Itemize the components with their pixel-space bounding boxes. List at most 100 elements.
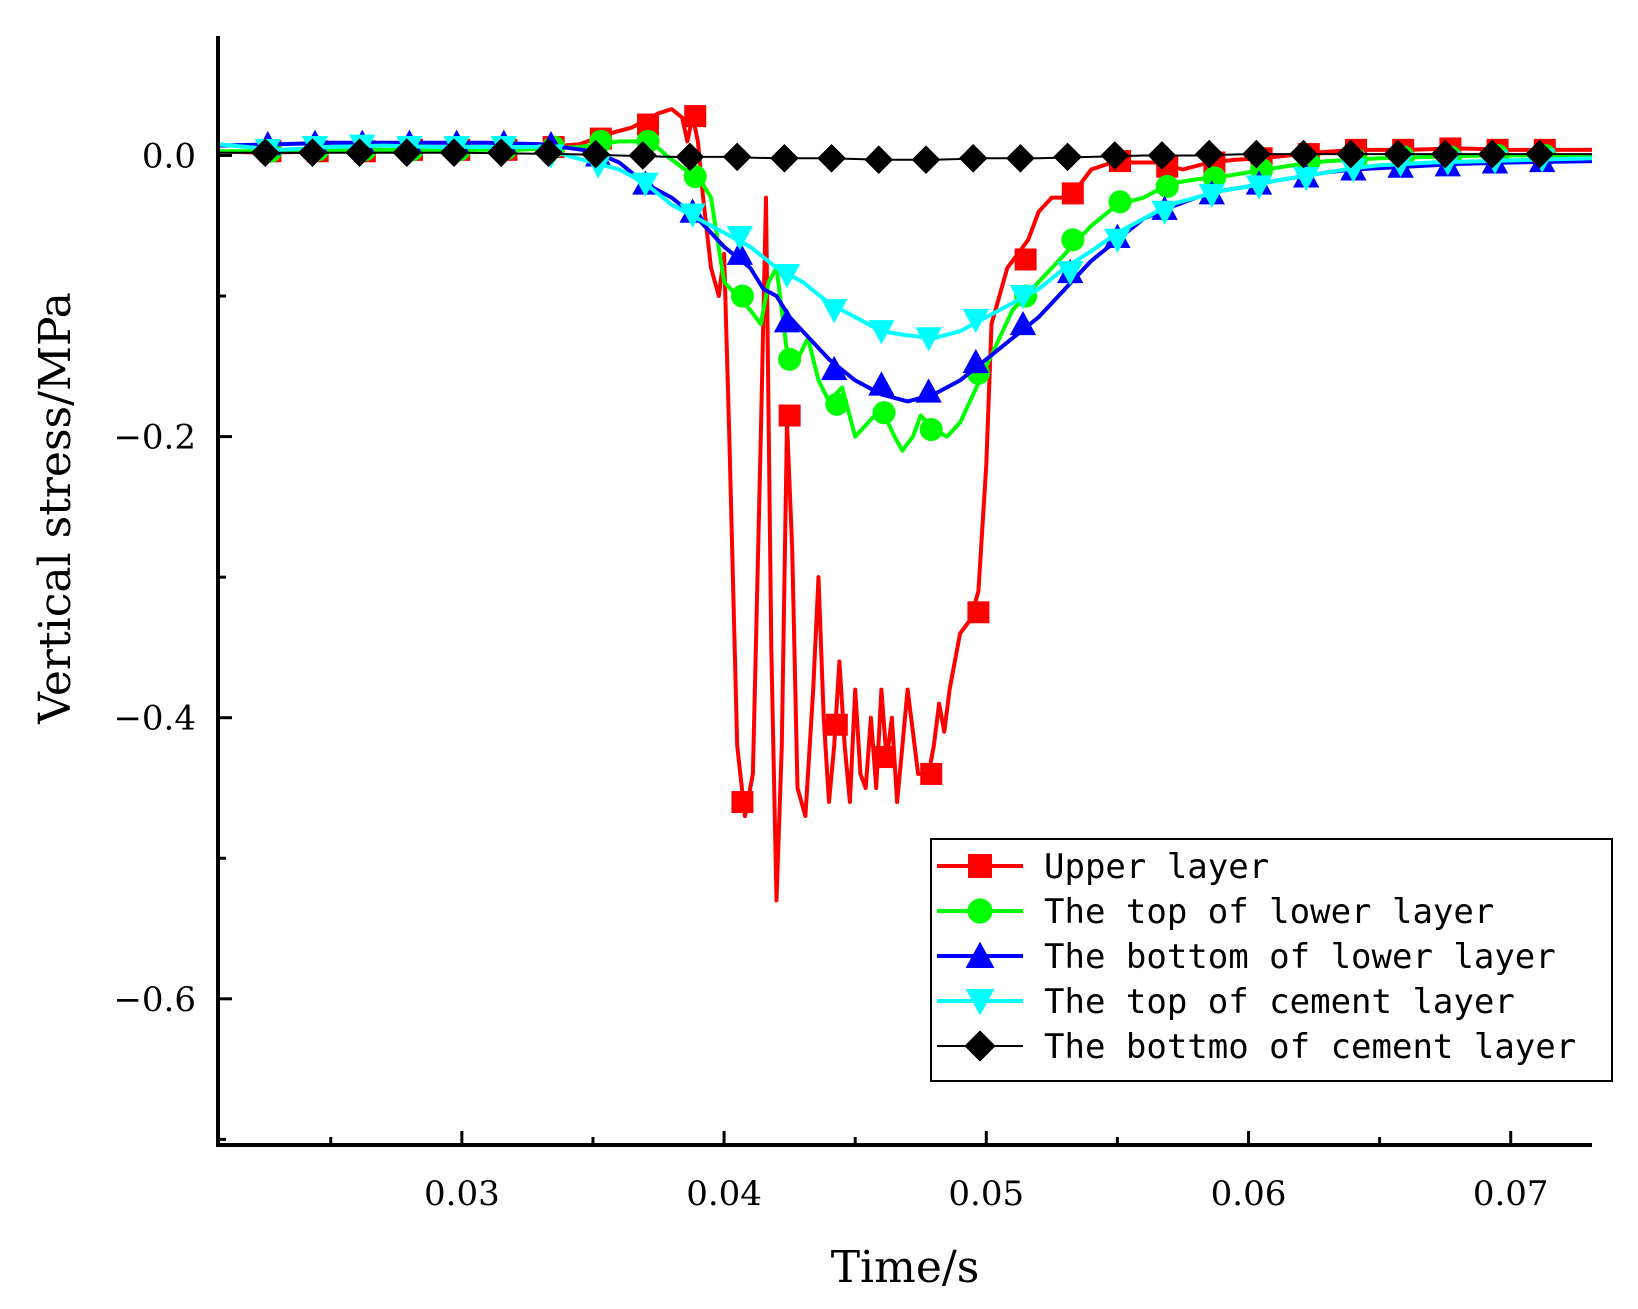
x-axis-title: Time/s	[831, 1242, 980, 1293]
series-4	[218, 138, 1592, 174]
legend-item: The bottmo of cement layer	[937, 1027, 1576, 1067]
legend-item: Upper layer	[937, 847, 1269, 887]
data-point-marker	[683, 165, 707, 189]
data-point-marker	[1053, 142, 1082, 172]
legend-marker	[968, 854, 992, 878]
data-point-marker	[1056, 261, 1084, 286]
data-point-marker	[825, 713, 848, 736]
data-point-marker	[1147, 141, 1177, 170]
x-tick-label: 0.04	[686, 1174, 762, 1214]
data-point-marker	[1006, 143, 1035, 173]
data-point-marker	[919, 418, 943, 442]
data-point-marker	[684, 105, 707, 128]
data-point-marker	[534, 138, 563, 167]
data-point-marker	[345, 138, 374, 167]
data-point-marker	[1242, 139, 1271, 169]
data-point-marker	[730, 284, 754, 308]
y-tick-label: −0.2	[113, 418, 196, 458]
legend-box	[930, 838, 1613, 1082]
data-point-marker	[915, 327, 942, 352]
y-tick-label: −0.6	[113, 980, 196, 1020]
data-point-marker	[632, 172, 659, 197]
data-point-marker	[250, 138, 280, 167]
data-point-marker	[821, 355, 848, 381]
data-point-marker	[872, 401, 896, 425]
data-point-marker	[486, 138, 516, 167]
data-point-marker	[778, 347, 802, 371]
x-tick-label: 0.05	[948, 1174, 1024, 1214]
data-point-marker	[967, 601, 990, 624]
data-point-marker	[1245, 175, 1273, 200]
data-point-marker	[962, 348, 989, 374]
legend-label: Upper layer	[1044, 847, 1269, 887]
data-point-marker	[773, 308, 801, 333]
data-point-marker	[581, 139, 610, 169]
data-point-marker	[1198, 183, 1225, 209]
data-point-marker	[298, 138, 327, 167]
data-point-marker	[1430, 139, 1460, 169]
data-point-marker	[821, 299, 848, 324]
data-point-marker	[1061, 182, 1084, 205]
legend-item: The top of cement layer	[937, 982, 1515, 1022]
y-tick-label: 0.0	[142, 136, 196, 176]
legend: Upper layer The top of lower layer The bot…	[930, 838, 1613, 1082]
data-point-marker	[773, 263, 801, 289]
data-point-marker	[1108, 190, 1132, 214]
data-point-marker	[675, 142, 705, 172]
data-point-marker	[1202, 166, 1226, 190]
data-point-marker	[864, 145, 894, 174]
legend-item: The bottom of lower layer	[937, 937, 1556, 977]
plot-series	[217, 105, 1593, 903]
y-axis-title: Vertical stress/MPa	[30, 292, 81, 725]
legend-label: The bottmo of cement layer	[1044, 1027, 1576, 1067]
data-point-marker	[731, 791, 754, 814]
data-point-marker	[1151, 200, 1178, 225]
data-point-marker	[1194, 139, 1224, 169]
legend-marker	[965, 989, 995, 1016]
x-tick-label: 0.07	[1473, 1174, 1549, 1214]
y-tick-label: −0.4	[113, 699, 196, 739]
data-point-marker	[392, 138, 422, 167]
data-point-marker	[868, 320, 895, 345]
data-point-marker	[628, 141, 658, 170]
data-point-marker	[1525, 139, 1554, 169]
legend-label: The top of lower layer	[1044, 892, 1494, 932]
data-point-marker	[920, 762, 943, 785]
data-point-marker	[958, 143, 988, 173]
x-tick-label: 0.06	[1211, 1174, 1287, 1214]
data-point-marker	[722, 142, 752, 172]
data-point-marker	[726, 240, 754, 265]
data-point-marker	[778, 404, 801, 427]
legend-marker	[965, 941, 995, 968]
legend-item: The top of lower layer	[937, 892, 1494, 932]
data-point-marker	[1289, 139, 1318, 169]
data-point-marker	[1292, 166, 1320, 192]
data-point-marker	[1336, 139, 1366, 169]
data-point-marker	[825, 392, 849, 416]
axes	[216, 36, 1592, 1147]
data-point-marker	[868, 371, 895, 396]
data-point-marker	[915, 378, 942, 403]
data-point-marker	[726, 225, 754, 251]
data-point-marker	[1478, 139, 1507, 169]
data-point-marker	[911, 145, 941, 174]
data-point-marker	[1340, 158, 1367, 183]
data-point-marker	[817, 143, 846, 173]
x-tick-label: 0.03	[424, 1174, 500, 1214]
data-point-marker	[679, 203, 706, 228]
data-point-marker	[637, 113, 660, 136]
axis-tick-labels: 0.03 0.04 0.05 0.06 0.07 0.0 −0.2 −0.4 −0.6	[113, 136, 1548, 1214]
data-point-marker	[1100, 141, 1130, 170]
data-point-marker	[1009, 285, 1037, 310]
data-point-marker	[1009, 310, 1037, 336]
legend-marker	[964, 1030, 996, 1062]
data-point-marker	[1061, 228, 1085, 252]
data-point-marker	[873, 746, 896, 769]
data-point-marker	[1155, 174, 1179, 198]
data-point-marker	[1014, 248, 1037, 271]
data-point-marker	[439, 138, 469, 167]
data-point-marker	[770, 143, 799, 173]
data-point-marker	[1383, 139, 1413, 169]
